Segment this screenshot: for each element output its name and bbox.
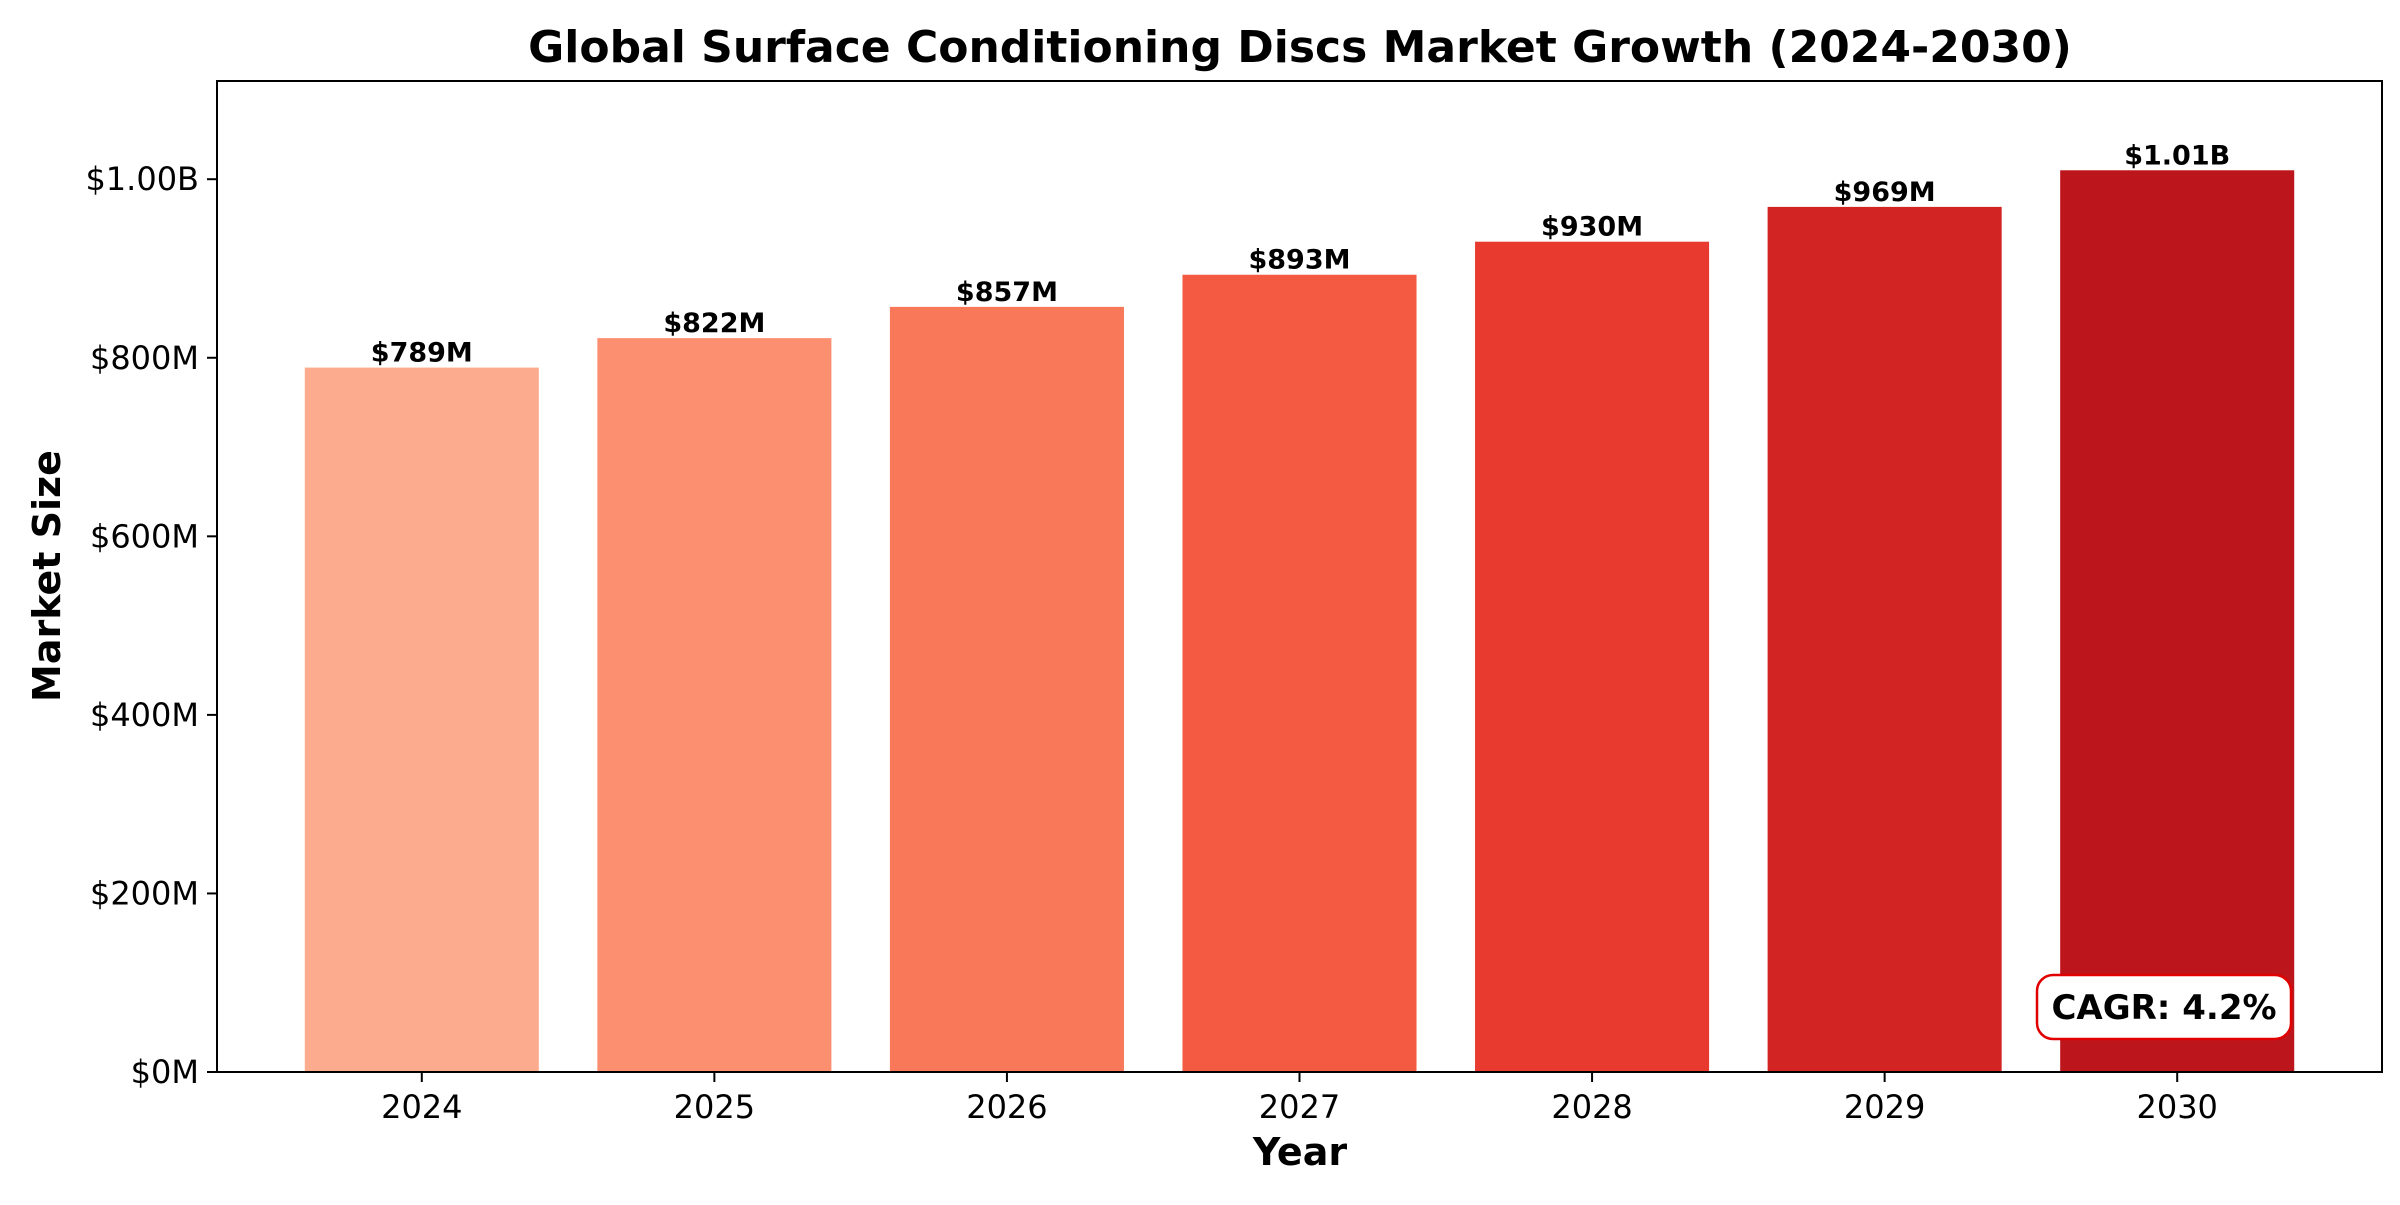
y-tick-label: $200M: [90, 874, 199, 912]
bar-2030: [2060, 170, 2295, 1072]
x-tick-label-2028: 2028: [1551, 1088, 1632, 1126]
x-tick-label-2025: 2025: [674, 1088, 755, 1126]
x-tick-label-2027: 2027: [1259, 1088, 1340, 1126]
cagr-annotation: CAGR: 4.2%: [2035, 973, 2293, 1041]
x-tick-label-2024: 2024: [381, 1088, 462, 1126]
y-axis-label: Market Size: [25, 450, 69, 702]
bar-2028: [1475, 241, 1710, 1072]
x-axis-label: Year: [1252, 1130, 1347, 1174]
data-label-2028: $930M: [1541, 212, 1643, 243]
y-tick-label: $1.00B: [85, 160, 199, 198]
data-label-2029: $969M: [1834, 177, 1936, 208]
x-tick-label-2026: 2026: [966, 1088, 1047, 1126]
y-axis-ticks: $0M $200M $400M $600M $800M $1.00B: [85, 160, 217, 1091]
x-tick-label-2030: 2030: [2136, 1088, 2217, 1126]
y-tick-label: $800M: [90, 339, 199, 377]
bar-2026: [889, 306, 1124, 1072]
data-label-2027: $893M: [1248, 245, 1350, 276]
data-label-2025: $822M: [663, 308, 765, 339]
bar-series: [304, 170, 2295, 1072]
data-label-2024: $789M: [371, 338, 473, 369]
bar-2024: [304, 367, 539, 1072]
y-tick-label: $0M: [131, 1053, 199, 1091]
cagr-annotation-box: [2035, 973, 2293, 1041]
bar-2027: [1182, 274, 1417, 1072]
chart-title: Global Surface Conditioning Discs Market…: [528, 22, 2072, 73]
cagr-annotation-text: CAGR: 4.2%: [2051, 988, 2276, 1028]
y-tick-label: $400M: [90, 696, 199, 734]
bar-2029: [1767, 206, 2002, 1072]
bar-data-labels: $789M $822M $857M $893M $930M $969M $1.01B: [371, 140, 2230, 368]
x-tick-label-2029: 2029: [1844, 1088, 1925, 1126]
x-axis-ticks: 2024 2025 2026 2027 2028 2029 2030: [381, 1072, 2218, 1126]
data-label-2030: $1.01B: [2124, 140, 2230, 171]
y-tick-label: $600M: [90, 517, 199, 555]
bar-2025: [597, 338, 832, 1072]
plot-area-frame: [216, 80, 2383, 1073]
data-label-2026: $857M: [956, 277, 1058, 308]
